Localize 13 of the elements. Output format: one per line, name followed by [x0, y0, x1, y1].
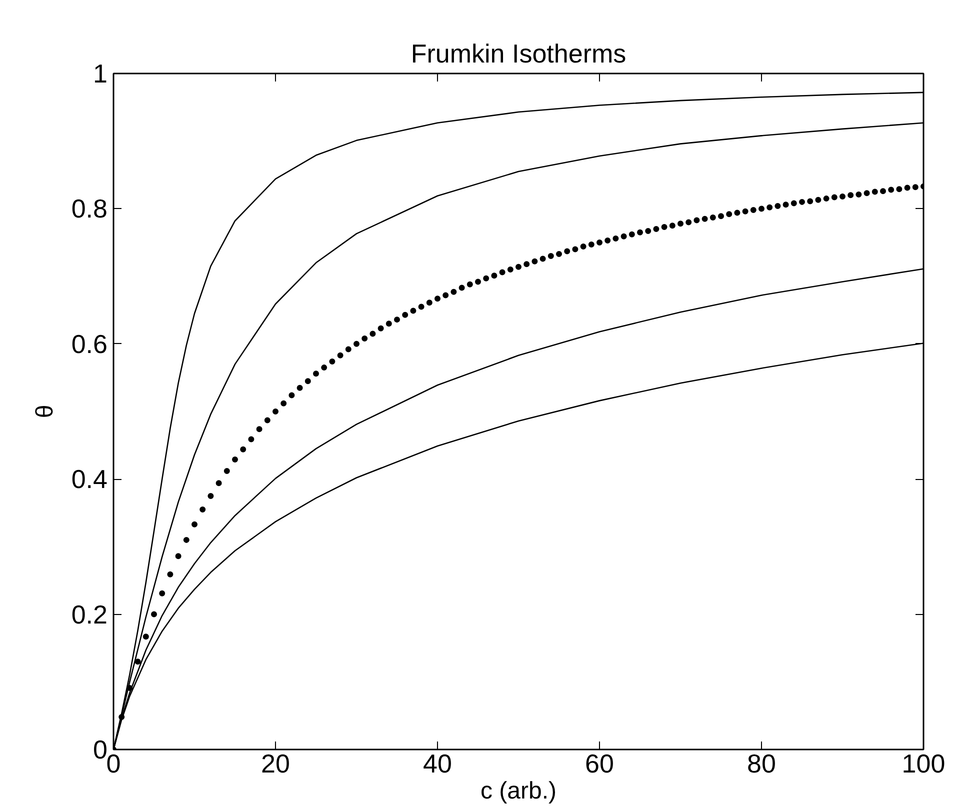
chart-title: Frumkin Isotherms	[410, 38, 626, 68]
x-tick-label: 60	[585, 748, 614, 778]
y-axis-title: θ	[31, 404, 58, 418]
x-tick-label: 20	[261, 748, 290, 778]
x-tick-label: 40	[423, 748, 452, 778]
y-tick-label: 0.2	[71, 599, 108, 630]
x-tick-label: 100	[902, 748, 946, 778]
y-tick-label: 0.4	[71, 464, 108, 494]
y-tick-label: 1	[93, 58, 108, 88]
x-axis-title: c (arb.)	[480, 778, 557, 804]
y-tick-label: 0.6	[71, 328, 108, 359]
x-tick-label: 80	[747, 748, 776, 778]
y-tick-label: 0.8	[71, 194, 108, 224]
